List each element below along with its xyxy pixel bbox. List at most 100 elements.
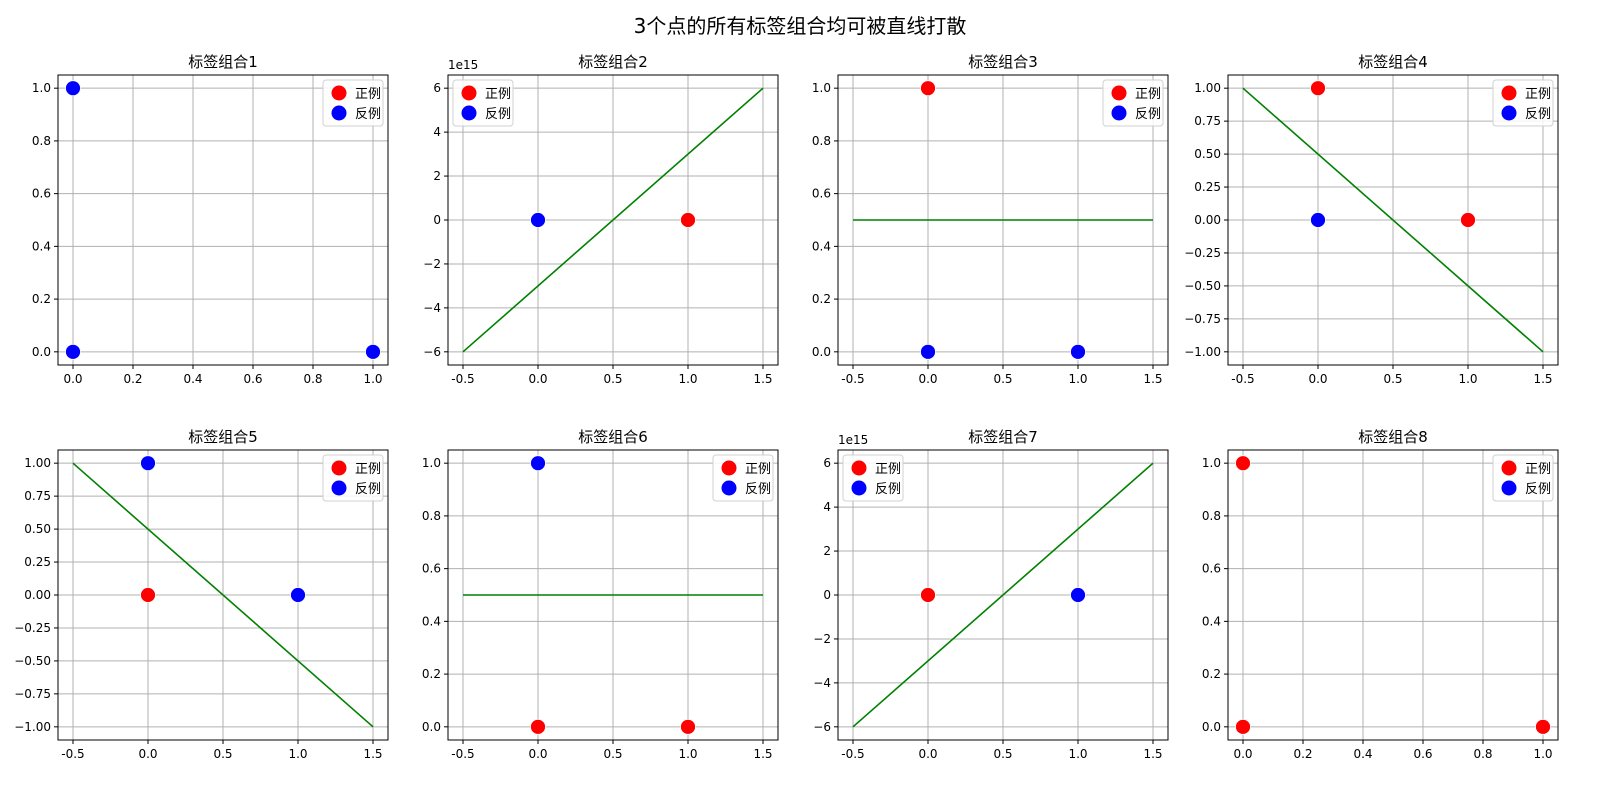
y-tick-label-2: 0.4 — [32, 239, 51, 253]
y-tick-label-8: 1.00 — [24, 456, 51, 470]
legend-marker-negative — [721, 480, 737, 496]
panel-5: -0.5 0.0 0.5 1.0 1.5 −1.00 −0.75 −0.50 −0.25 0.00… — [14, 428, 389, 761]
legend-label-1: 正例 — [745, 462, 771, 477]
x-tick-label-2: 0.5 — [213, 747, 232, 761]
y-tick-label-5: 1.0 — [32, 81, 51, 95]
y-tick-label-4: 0.8 — [32, 134, 51, 148]
y-tick-label-7: 0.75 — [1194, 114, 1221, 128]
legend-marker-positive — [1111, 85, 1127, 101]
legend-marker-negative — [1501, 480, 1517, 496]
y-tick-label-6: 6 — [433, 81, 441, 95]
x-tick-label-1: 0.0 — [918, 372, 937, 386]
axes-frame — [837, 449, 1169, 741]
legend-label-2: 反例 — [745, 482, 771, 497]
panel-3: -0.5 0.0 0.5 1.0 1.5 0.0 0.2 0.4 0.6 0.8 1.0 标签组合3 正… — [812, 53, 1169, 386]
y-tick-label-0: 0.0 — [422, 720, 441, 734]
legend-marker-positive — [331, 85, 347, 101]
legend-label-2: 反例 — [355, 482, 381, 497]
x-tick-label-1: 0.0 — [138, 747, 157, 761]
point-2-negative — [1070, 343, 1086, 360]
y-tick-label-1: −0.75 — [1184, 312, 1221, 326]
y-offset-label: 1e15 — [448, 58, 478, 72]
axes-frame — [447, 449, 779, 741]
y-tick-label-2: 0.4 — [1202, 614, 1221, 628]
x-tick-label-3: 0.6 — [243, 372, 262, 386]
x-tick-label-0: -0.5 — [841, 747, 864, 761]
x-tick-label-0: 0.0 — [1233, 747, 1252, 761]
panel-title: 标签组合2 — [578, 53, 648, 71]
x-tick-label-1: 0.2 — [123, 372, 142, 386]
legend-marker-negative — [1111, 105, 1127, 121]
panel-title: 标签组合1 — [188, 53, 258, 71]
y-tick-label-5: 4 — [433, 125, 441, 139]
y-tick-label-3: 0.6 — [32, 187, 51, 201]
y-tick-label-0: 0.0 — [32, 345, 51, 359]
x-tick-label-5: 1.0 — [1533, 747, 1552, 761]
legend-label-2: 反例 — [875, 482, 901, 497]
x-tick-label-0: 0.0 — [63, 372, 82, 386]
panel-title: 标签组合4 — [1358, 53, 1428, 71]
legend-marker-negative — [461, 105, 477, 121]
x-tick-label-3: 1.0 — [1068, 372, 1087, 386]
y-tick-label-2: 0.4 — [422, 614, 441, 628]
point-1-positive — [140, 587, 156, 603]
x-tick-label-4: 1.5 — [363, 747, 382, 761]
point-3-negative — [530, 212, 546, 228]
legend-marker-positive — [461, 85, 477, 101]
axes-frame — [837, 74, 1169, 366]
point-2-negative — [1070, 587, 1086, 603]
x-tick-label-5: 1.0 — [363, 372, 382, 386]
x-tick-label-3: 1.0 — [678, 747, 697, 761]
x-tick-label-3: 1.0 — [1458, 372, 1477, 386]
y-tick-label-1: 0.2 — [422, 667, 441, 681]
y-tick-label-7: 0.75 — [24, 489, 51, 503]
y-tick-label-4: 0.8 — [1202, 509, 1221, 523]
point-3-positive — [920, 587, 936, 603]
points-group — [530, 455, 696, 735]
legend-label-2: 反例 — [485, 107, 511, 122]
y-tick-label-2: −2 — [813, 632, 831, 646]
legend-label-2: 反例 — [355, 107, 381, 122]
y-tick-label-5: 1.0 — [422, 456, 441, 470]
x-tick-label-3: 1.0 — [678, 372, 697, 386]
y-tick-label-5: 0.25 — [24, 555, 51, 569]
axes-frame — [57, 449, 389, 741]
axes-frame — [1227, 74, 1559, 366]
figure-title: 3个点的所有标签组合均可被直线打散 — [634, 14, 967, 38]
panel-title: 标签组合5 — [188, 428, 258, 446]
x-tick-label-4: 1.5 — [1533, 372, 1552, 386]
legend-label-1: 正例 — [485, 87, 511, 102]
y-tick-label-4: 2 — [433, 169, 441, 183]
point-3-positive — [920, 80, 936, 97]
point-3-negative — [530, 455, 546, 472]
points-group — [65, 80, 381, 360]
x-tick-label-1: 0.0 — [528, 747, 547, 761]
x-tick-label-2: 0.5 — [993, 747, 1012, 761]
y-tick-label-6: 0.50 — [24, 522, 51, 536]
x-tick-label-0: -0.5 — [451, 372, 474, 386]
panel-4: -0.5 0.0 0.5 1.0 1.5 −1.00 −0.75 −0.50 −0.25 0.00… — [1184, 53, 1559, 386]
y-tick-label-4: 0.00 — [24, 588, 51, 602]
legend-label-1: 正例 — [1135, 87, 1161, 102]
separating-line — [1242, 87, 1544, 353]
x-tick-label-0: -0.5 — [451, 747, 474, 761]
y-tick-label-5: 0.25 — [1194, 180, 1221, 194]
point-2-negative — [290, 587, 306, 603]
separating-line — [852, 462, 1154, 728]
y-tick-label-0: −6 — [813, 720, 831, 734]
y-tick-label-3: 0 — [823, 588, 831, 602]
x-tick-label-4: 1.5 — [1143, 372, 1162, 386]
legend-label-2: 反例 — [1135, 107, 1161, 122]
y-tick-label-0: 0.0 — [1202, 720, 1221, 734]
legend-label-1: 正例 — [875, 462, 901, 477]
y-tick-label-0: −1.00 — [14, 720, 51, 734]
y-tick-label-6: 0.50 — [1194, 147, 1221, 161]
x-tick-label-0: -0.5 — [61, 747, 84, 761]
